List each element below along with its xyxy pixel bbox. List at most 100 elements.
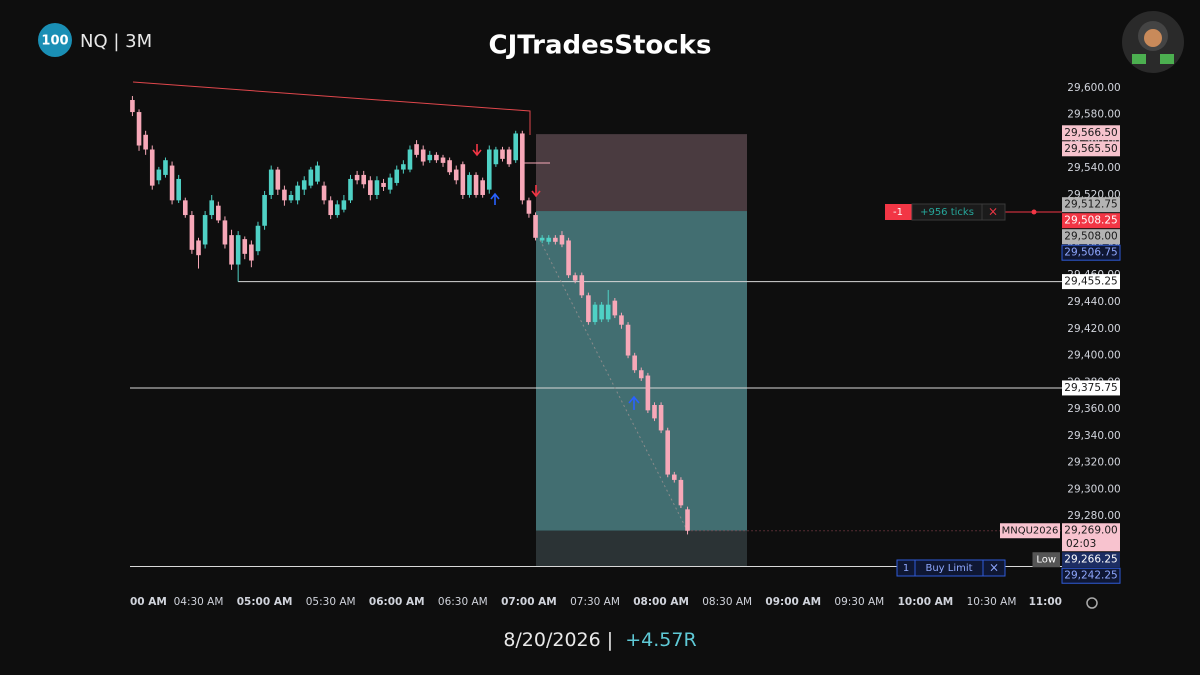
x-tick-label: 07:30 AM [570,596,620,608]
candle-body [282,189,287,201]
price-label-box [1061,244,1121,261]
price-label-box [1062,125,1120,141]
candle-body [539,237,545,241]
y-tick-label: 29,600.00 [1067,82,1120,94]
x-tick-label: 07:00 AM [501,596,557,608]
x-tick-label: 06:30 AM [438,596,488,608]
candle-body [334,204,340,216]
x-tick-label: 10:00 AM [898,596,954,608]
candle-body [136,112,142,146]
candle-body [387,177,393,190]
candle-body [182,200,188,216]
y-tick-label: 29,280.00 [1067,510,1120,522]
plot [130,81,690,535]
y-tick-label: 29,300.00 [1067,483,1120,495]
x-tick-label: 05:00 AM [237,596,293,608]
price-label: 29,566.50 [1064,127,1117,139]
candle-body [619,315,624,325]
x-tick-label: 09:30 AM [834,596,884,608]
limit-panel[interactable]: 1 Buy Limit × [896,559,1006,577]
candle-body [368,180,373,195]
candle-body [209,200,215,216]
limit-type: Buy Limit [925,563,972,574]
x-tick-label: 05:30 AM [306,596,356,608]
candle-body [526,200,532,214]
price-label-box [1062,274,1120,290]
candle-body [401,164,406,170]
limit-close-box[interactable] [982,559,1006,577]
x-tick-label: 00 AM [130,596,167,608]
price-tag: MNQU2026 [1002,526,1059,537]
price-tag-box [1032,552,1060,568]
candle-body [652,405,657,419]
candle-body [658,405,664,431]
settings-icon[interactable] [1086,597,1098,609]
candle-body [189,215,195,250]
candle-body [592,304,598,323]
candle-body [202,215,208,245]
candle-body [262,194,267,226]
y-tick-label: 29,400.00 [1067,350,1120,362]
candle-body [321,185,327,201]
candle-body [288,194,294,201]
candle-body [308,169,314,186]
order-pnl: +956 ticks [920,207,974,218]
order-close-box[interactable] [981,203,1006,221]
candle-body [295,185,300,201]
price-label-box [1062,141,1120,157]
candle-body [374,180,380,195]
x-tick-label: 06:00 AM [369,596,425,608]
candle-body [520,133,525,201]
candle-body [143,134,148,150]
candle-body [678,479,684,506]
price-label-box [1062,523,1120,552]
order-close[interactable]: × [988,205,998,219]
candle-body [506,149,512,165]
candle-body [612,300,618,316]
stop-zone [536,134,747,212]
price-label: 29,508.00 [1064,231,1117,243]
x-tick-label: 08:30 AM [702,596,752,608]
price-label-box [1062,229,1120,245]
candle-body [685,509,690,531]
sell-arrow [531,185,541,198]
candle-body [249,244,254,261]
price-label: 29,242.25 [1064,570,1117,582]
candle-body [394,169,400,183]
candle-body [414,144,419,155]
avatar-cash [1132,54,1146,64]
candle-body [434,154,439,161]
candle-body [163,160,168,175]
price-label: 29,375.75 [1064,382,1117,394]
candle-body [275,169,281,190]
candle-body [222,220,228,245]
y-tick-label: 29,360.00 [1067,403,1120,415]
price-tag: Low [1036,555,1056,566]
candle-body [599,304,604,320]
settings-gear[interactable] [1086,597,1098,609]
price-label: 29,506.75 [1064,247,1117,259]
price-tag-box [1000,523,1060,539]
candle-body [328,200,333,216]
candle-body [348,178,353,201]
candle-body [473,174,479,195]
price-label-sub: 02:03 [1066,538,1096,550]
candle-body [513,133,519,161]
candle-body [216,205,221,221]
candle-body [407,149,413,170]
order-panel[interactable]: -1 +956 ticks × [885,203,1062,221]
footer-result: +4.57R [625,629,696,651]
y-tick-label: 29,340.00 [1067,430,1120,442]
y-tick-label: 29,440.00 [1067,296,1120,308]
candle-body [625,324,631,356]
candle-body [566,240,571,276]
y-tick-label: 29,540.00 [1067,162,1120,174]
price-label: 29,455.25 [1064,276,1117,288]
remaining-zone [536,530,747,567]
chart-title: CJTradesStocks [489,31,712,61]
order-qty-box [885,204,912,220]
limit-close[interactable]: × [989,561,999,575]
x-tick-label: 10:30 AM [967,596,1017,608]
symbol: NQ | 3M [80,31,152,52]
